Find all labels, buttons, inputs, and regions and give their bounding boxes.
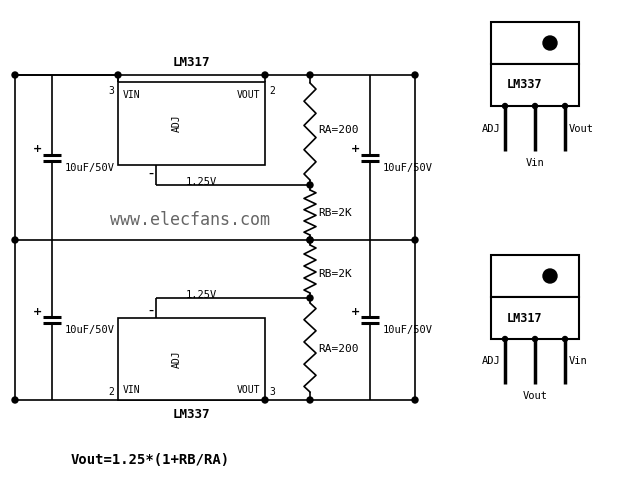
- Circle shape: [115, 72, 121, 78]
- Circle shape: [412, 72, 418, 78]
- Text: +: +: [33, 144, 42, 154]
- Circle shape: [12, 72, 18, 78]
- Text: 10uF/50V: 10uF/50V: [65, 325, 115, 335]
- Circle shape: [307, 237, 313, 243]
- Text: RA=200: RA=200: [318, 125, 359, 135]
- Text: 2: 2: [108, 387, 114, 397]
- Text: Vin: Vin: [569, 356, 588, 366]
- Circle shape: [532, 337, 538, 342]
- Text: RA=200: RA=200: [318, 344, 359, 354]
- Text: ADJ: ADJ: [482, 356, 501, 366]
- Text: www.elecfans.com: www.elecfans.com: [110, 211, 270, 229]
- Circle shape: [307, 237, 313, 243]
- Bar: [118, 82, 265, 165]
- Text: VOUT: VOUT: [236, 385, 260, 395]
- Circle shape: [307, 182, 313, 188]
- Text: ADJ: ADJ: [171, 350, 181, 368]
- Circle shape: [503, 104, 508, 108]
- Circle shape: [532, 104, 538, 108]
- Text: Vout: Vout: [522, 391, 548, 401]
- Text: 2: 2: [269, 86, 275, 96]
- Text: VIN: VIN: [123, 90, 141, 100]
- Circle shape: [562, 104, 568, 108]
- Text: 3: 3: [108, 86, 114, 96]
- Text: -: -: [146, 303, 156, 317]
- Text: LM317: LM317: [508, 312, 542, 324]
- Text: VOUT: VOUT: [236, 90, 260, 100]
- Text: 1.25V: 1.25V: [186, 290, 218, 300]
- Text: +: +: [33, 307, 42, 317]
- Text: LM317: LM317: [173, 57, 210, 70]
- Text: LM337: LM337: [173, 408, 210, 421]
- Text: LM337: LM337: [508, 78, 542, 92]
- Text: 10uF/50V: 10uF/50V: [383, 163, 433, 173]
- Text: 3: 3: [269, 387, 275, 397]
- Circle shape: [12, 397, 18, 403]
- Text: 1.25V: 1.25V: [186, 177, 218, 187]
- Text: -: -: [146, 166, 156, 180]
- Circle shape: [307, 397, 313, 403]
- Text: VIN: VIN: [123, 385, 141, 395]
- Bar: [118, 318, 265, 400]
- Text: ADJ: ADJ: [171, 115, 181, 132]
- Circle shape: [12, 237, 18, 243]
- Text: +: +: [351, 307, 361, 317]
- Circle shape: [307, 295, 313, 301]
- Text: +: +: [351, 144, 361, 154]
- Bar: [491, 297, 579, 339]
- Text: RB=2K: RB=2K: [318, 208, 352, 217]
- Circle shape: [562, 337, 568, 342]
- Circle shape: [262, 72, 268, 78]
- Text: 10uF/50V: 10uF/50V: [383, 325, 433, 335]
- Text: Vout=1.25*(1+RB/RA): Vout=1.25*(1+RB/RA): [71, 453, 229, 467]
- Circle shape: [543, 36, 557, 50]
- Text: 10uF/50V: 10uF/50V: [65, 163, 115, 173]
- Text: Vin: Vin: [526, 158, 544, 168]
- Bar: [491, 22, 579, 64]
- Circle shape: [262, 397, 268, 403]
- Text: Vout: Vout: [569, 124, 594, 134]
- Circle shape: [412, 397, 418, 403]
- Text: ADJ: ADJ: [482, 124, 501, 134]
- Circle shape: [412, 237, 418, 243]
- Circle shape: [307, 72, 313, 78]
- Bar: [491, 64, 579, 106]
- Text: RB=2K: RB=2K: [318, 269, 352, 279]
- Circle shape: [503, 337, 508, 342]
- Circle shape: [543, 269, 557, 283]
- Bar: [491, 255, 579, 297]
